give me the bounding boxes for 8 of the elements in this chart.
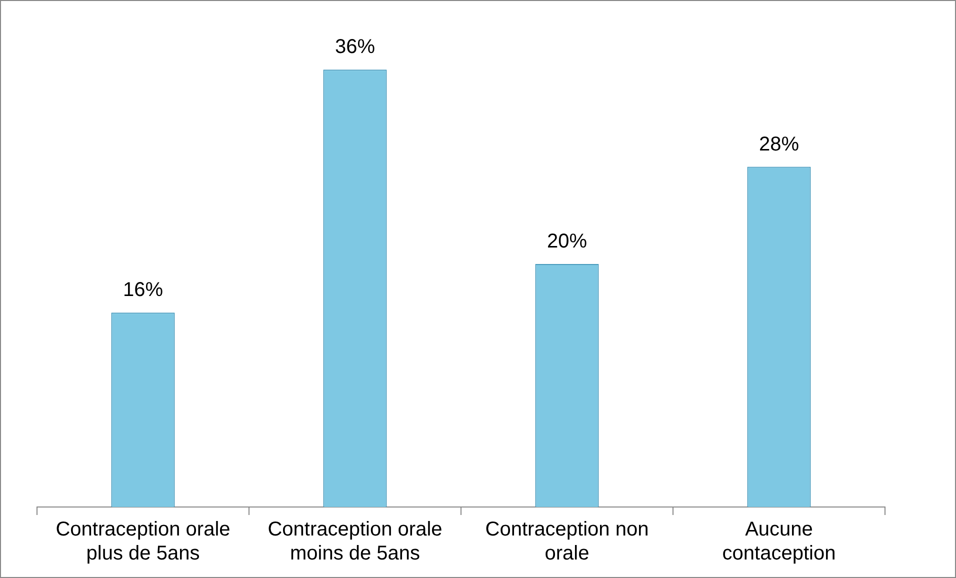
x-tick-label: Contraception orale moins de 5ans (268, 518, 442, 565)
data-label: 28% (758, 133, 800, 156)
data-label: 20% (546, 230, 588, 253)
x-tick-label: Aucune contaception (722, 518, 836, 565)
x-tick-label: Contraception non orale (485, 518, 649, 565)
data-label: 36% (334, 36, 376, 58)
x-tick-label: Contraception orale plus de 5ans (56, 518, 230, 565)
data-label: 16% (122, 279, 164, 302)
